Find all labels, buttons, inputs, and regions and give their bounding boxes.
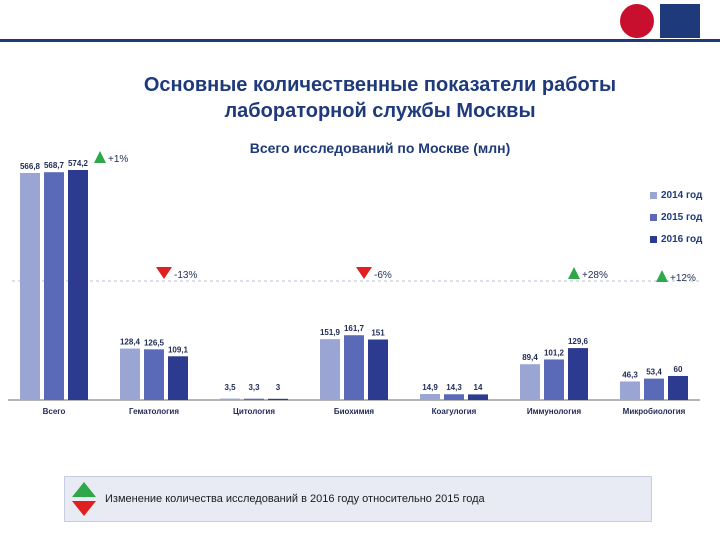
top-header-bar: [0, 0, 720, 42]
data-label-5-0: 89,4: [522, 353, 538, 362]
bar-2-0: [220, 398, 240, 400]
bar-1-0: [120, 348, 140, 400]
bar-1-1: [144, 349, 164, 400]
footnote-box: Изменение количества исследований в 2016…: [64, 476, 652, 522]
change-label-3: -6%: [374, 270, 392, 281]
chart-legend: 2014 год 2015 год 2016 год: [650, 184, 702, 250]
data-label-1-0: 128,4: [120, 338, 141, 347]
change-direction-icon: [72, 482, 96, 516]
change-arrow-down-icon-1: [156, 267, 172, 279]
x-tick-label-0: Всего: [43, 407, 66, 416]
legend-item-2015: 2015 год: [650, 206, 702, 228]
page-title-line-1: Основные количественные показатели работ…: [143, 74, 617, 96]
data-label-0-1: 568,7: [44, 161, 65, 170]
x-tick-label-5: Иммунология: [527, 407, 582, 416]
department-logo-icon: [660, 4, 700, 38]
change-arrow-up-icon-6: [656, 270, 668, 282]
bar-0-0: [20, 172, 40, 400]
change-arrow-up-icon-0: [94, 151, 106, 163]
change-arrow-down-icon-3: [356, 267, 372, 279]
x-tick-label-4: Коагулогия: [432, 407, 477, 416]
legend-item-2016: 2016 год: [650, 228, 702, 250]
bar-5-2: [568, 348, 588, 400]
data-label-3-0: 151,9: [320, 328, 341, 337]
change-label-6: +12%: [670, 273, 696, 284]
data-label-4-2: 14: [474, 383, 483, 392]
chart-title: Всего исследований по Москве (млн): [249, 140, 511, 156]
data-label-4-1: 14,3: [446, 383, 462, 392]
down-triangle-icon: [72, 501, 96, 516]
change-label-5: +28%: [582, 270, 608, 281]
page-title: Основные количественные показатели работ…: [60, 72, 700, 124]
data-label-6-2: 60: [674, 365, 683, 374]
legend-swatch-2014: [650, 191, 657, 199]
data-label-4-0: 14,9: [422, 383, 438, 392]
x-tick-label-2: Цитология: [233, 407, 275, 416]
bar-6-1: [644, 378, 664, 400]
legend-item-2014: 2014 год: [650, 184, 702, 206]
data-label-6-0: 46,3: [622, 370, 638, 379]
bar-3-0: [320, 339, 340, 400]
change-label-1: -13%: [174, 270, 197, 281]
page-title-line-2: лабораторной службы Москвы: [224, 100, 536, 122]
bar-5-1: [544, 359, 564, 400]
x-tick-label-1: Гематология: [129, 407, 179, 416]
data-label-0-0: 566,8: [20, 162, 41, 171]
x-tick-label-6: Микробиология: [623, 407, 686, 416]
data-label-5-2: 129,6: [568, 337, 589, 346]
legend-label-2014: 2014 год: [661, 189, 703, 201]
bar-3-2: [368, 339, 388, 400]
footnote-text: Изменение количества исследований в 2016…: [105, 493, 485, 505]
data-label-5-1: 101,2: [544, 348, 565, 357]
bar-0-1: [44, 172, 64, 400]
legend-label-2016: 2016 год: [661, 233, 703, 245]
up-triangle-icon: [72, 482, 96, 497]
legend-swatch-2016: [650, 235, 657, 243]
data-label-2-1: 3,3: [248, 383, 260, 392]
legend-label-2015: 2015 год: [661, 211, 703, 223]
data-label-6-1: 53,4: [646, 368, 662, 377]
x-tick-label-3: Биохимия: [334, 407, 375, 416]
moscow-coat-of-arms-icon: [620, 4, 654, 38]
bar-4-0: [420, 394, 440, 400]
data-label-2-0: 3,5: [224, 383, 236, 392]
change-label-0: +1%: [108, 154, 128, 165]
bar-6-2: [668, 375, 688, 400]
bar-2-1: [244, 398, 264, 400]
data-label-3-1: 161,7: [344, 324, 365, 333]
bar-6-0: [620, 381, 640, 400]
data-label-1-1: 126,5: [144, 338, 165, 347]
bar-2-2: [268, 398, 288, 400]
data-label-0-2: 574,2: [68, 159, 89, 168]
data-label-1-2: 109,1: [168, 345, 189, 354]
bar-1-2: [168, 356, 188, 400]
bar-3-1: [344, 335, 364, 400]
data-label-2-2: 3: [276, 383, 281, 392]
change-arrow-up-icon-5: [568, 267, 580, 279]
bar-4-2: [468, 394, 488, 400]
data-label-3-2: 151: [371, 329, 385, 338]
bar-5-0: [520, 364, 540, 400]
bar-4-1: [444, 394, 464, 400]
bar-0-2: [68, 170, 88, 400]
legend-swatch-2015: [650, 213, 657, 221]
